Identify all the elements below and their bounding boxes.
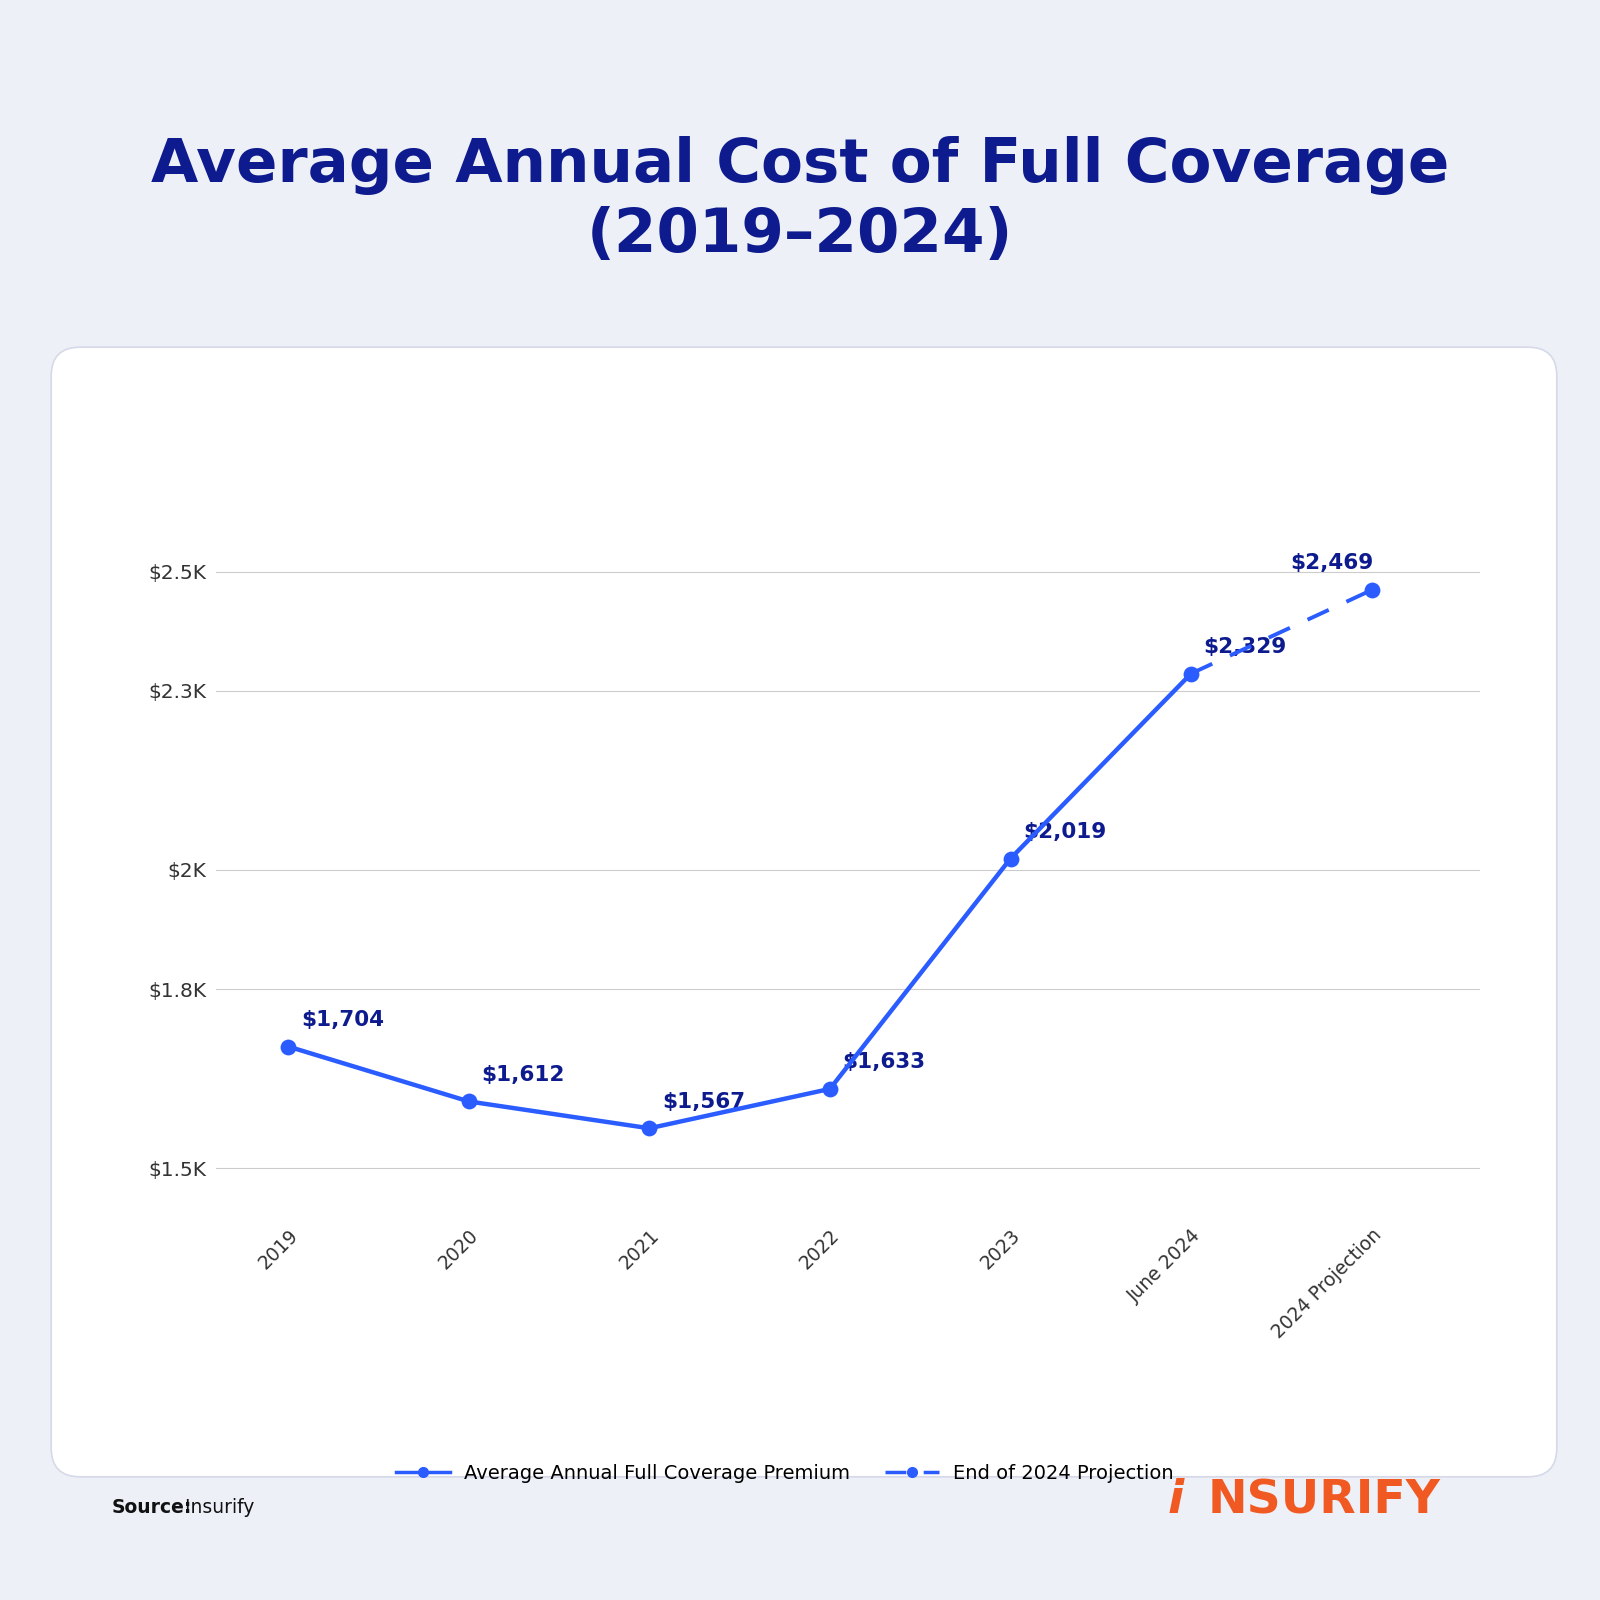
Text: Average Annual Cost of Full Coverage
(2019–2024): Average Annual Cost of Full Coverage (20… — [150, 136, 1450, 266]
Point — [1358, 578, 1384, 603]
Text: $1,704: $1,704 — [301, 1010, 384, 1030]
Point — [637, 1115, 662, 1141]
Point — [456, 1088, 482, 1114]
Text: NSURIFY: NSURIFY — [1208, 1478, 1442, 1523]
Text: $2,329: $2,329 — [1203, 637, 1286, 658]
Text: $2,469: $2,469 — [1290, 554, 1374, 573]
Point — [275, 1034, 301, 1059]
Text: $1,633: $1,633 — [843, 1053, 926, 1072]
Text: $1,612: $1,612 — [482, 1064, 565, 1085]
Text: i: i — [1168, 1478, 1184, 1523]
Point — [1178, 661, 1203, 686]
Point — [998, 846, 1024, 872]
Legend: Average Annual Full Coverage Premium, End of 2024 Projection: Average Annual Full Coverage Premium, En… — [395, 1464, 1174, 1483]
Text: Source:: Source: — [112, 1498, 192, 1517]
Point — [818, 1077, 843, 1102]
Text: $2,019: $2,019 — [1022, 822, 1107, 842]
Text: $1,567: $1,567 — [662, 1091, 746, 1112]
Text: Insurify: Insurify — [179, 1498, 254, 1517]
